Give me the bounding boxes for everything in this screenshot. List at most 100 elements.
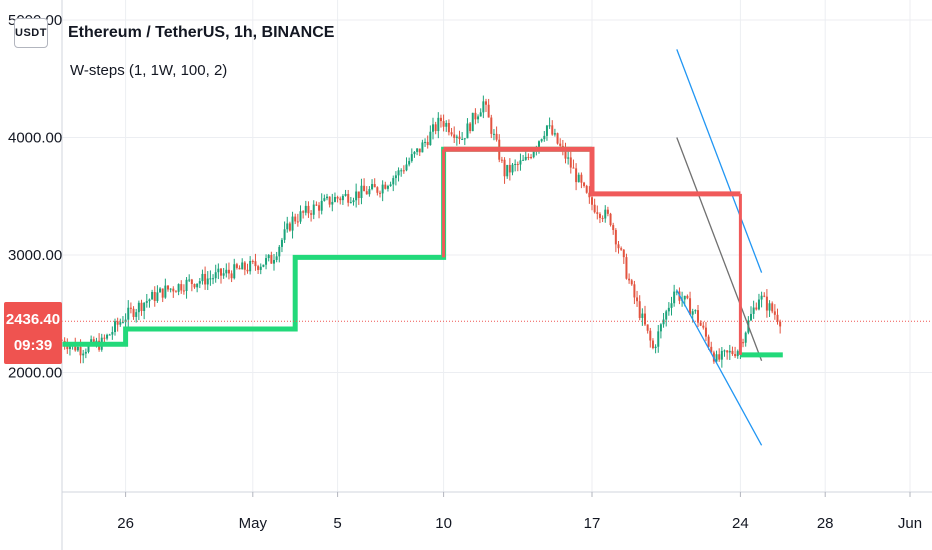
candle xyxy=(742,338,745,348)
candle xyxy=(328,196,331,208)
candle xyxy=(262,264,265,268)
candle xyxy=(222,267,225,279)
candle xyxy=(646,324,649,334)
candle xyxy=(137,300,140,321)
candle xyxy=(543,131,546,142)
candle xyxy=(710,341,713,354)
candle xyxy=(625,253,628,280)
candle xyxy=(636,290,639,307)
candle xyxy=(371,179,374,191)
candle xyxy=(614,228,617,253)
candle xyxy=(545,124,548,141)
candle xyxy=(530,154,533,160)
candle xyxy=(135,308,138,323)
candle xyxy=(689,291,692,315)
candle xyxy=(217,263,220,280)
x-tick-label: 17 xyxy=(584,515,601,532)
y-tick-label: 3000.00 xyxy=(8,247,62,264)
candle xyxy=(394,171,397,186)
candle xyxy=(416,148,419,156)
candle xyxy=(508,158,511,181)
candle xyxy=(720,346,723,368)
candle xyxy=(506,164,509,179)
candle xyxy=(670,296,673,316)
candle xyxy=(167,285,169,292)
x-tick-label: 26 xyxy=(117,515,134,532)
candle xyxy=(765,289,768,318)
candle xyxy=(757,293,760,311)
candle xyxy=(278,244,281,263)
candle xyxy=(731,346,734,356)
candle xyxy=(119,318,122,327)
candle xyxy=(654,344,657,354)
indicator-label[interactable]: W-steps (1, 1W, 100, 2) xyxy=(70,62,228,79)
candle xyxy=(596,205,599,220)
candle xyxy=(551,120,554,136)
last-price-value: 2436.40 xyxy=(5,311,61,328)
candle xyxy=(188,274,191,283)
candle xyxy=(429,125,432,146)
candle xyxy=(651,338,654,350)
candle xyxy=(620,246,623,251)
candle xyxy=(516,161,519,172)
candle xyxy=(140,299,143,316)
candle xyxy=(291,211,294,239)
candle xyxy=(413,151,416,158)
candle xyxy=(331,193,334,212)
chart-title: Ethereum / TetherUS, 1h, BINANCE xyxy=(68,24,335,41)
candle xyxy=(445,120,448,132)
candle xyxy=(156,285,159,303)
candle xyxy=(734,346,737,358)
candle xyxy=(257,264,260,274)
candles xyxy=(61,95,782,368)
candle xyxy=(760,291,763,308)
candle xyxy=(352,197,355,206)
candle xyxy=(718,348,721,362)
candle xyxy=(132,306,135,320)
candle xyxy=(238,265,241,270)
candle xyxy=(588,186,591,204)
candle xyxy=(294,213,297,225)
candle xyxy=(447,119,450,136)
candle xyxy=(638,295,641,321)
candle xyxy=(736,349,739,359)
candle xyxy=(598,212,601,224)
candle xyxy=(259,263,262,275)
candle xyxy=(357,191,360,205)
candle xyxy=(265,254,268,270)
candle xyxy=(744,331,747,347)
candle xyxy=(527,153,530,161)
candle xyxy=(694,309,697,314)
candle xyxy=(283,221,286,243)
candle xyxy=(479,108,482,117)
candle xyxy=(193,283,196,289)
candle xyxy=(567,149,570,165)
candle xyxy=(209,270,212,286)
candle xyxy=(275,251,278,263)
candle xyxy=(296,213,299,227)
w-steps xyxy=(62,146,783,358)
candle xyxy=(583,181,586,188)
candle xyxy=(355,183,358,208)
candle xyxy=(212,274,215,285)
channel-lower-line[interactable] xyxy=(676,289,763,446)
candle xyxy=(726,349,729,360)
candle xyxy=(471,112,474,132)
candle xyxy=(214,264,217,283)
candle xyxy=(145,293,148,308)
candle xyxy=(432,117,434,140)
candle xyxy=(161,288,164,303)
candle xyxy=(474,108,477,125)
candle xyxy=(763,292,766,298)
candle xyxy=(405,157,408,172)
candle xyxy=(310,210,313,222)
x-tick-label: Jun xyxy=(898,515,922,532)
channel-middle-line[interactable] xyxy=(676,137,763,361)
channel-upper-line[interactable] xyxy=(676,49,763,273)
candle xyxy=(633,280,636,305)
candle xyxy=(450,127,453,137)
candle xyxy=(686,294,689,300)
candle xyxy=(164,278,167,299)
candle xyxy=(773,304,776,320)
